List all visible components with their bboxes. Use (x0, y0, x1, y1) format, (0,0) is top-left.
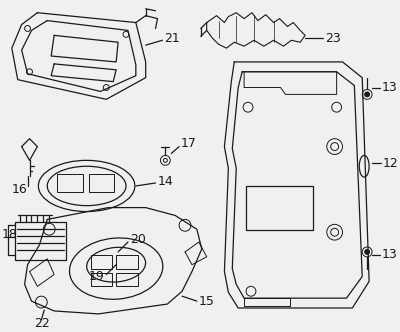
Circle shape (365, 92, 370, 97)
Text: 21: 21 (164, 32, 180, 45)
Bar (116, 273, 138, 286)
Text: 13: 13 (382, 248, 398, 261)
Text: 17: 17 (181, 137, 197, 150)
Text: 15: 15 (199, 294, 215, 308)
Text: 14: 14 (158, 175, 173, 188)
Bar (57, 174, 83, 192)
Text: 19: 19 (88, 270, 104, 283)
Text: 12: 12 (383, 157, 399, 170)
Text: 13: 13 (382, 81, 398, 94)
Bar (90, 273, 112, 286)
Bar (15, 222, 66, 260)
Text: 18: 18 (2, 228, 18, 241)
Bar (246, 186, 313, 230)
Text: 22: 22 (34, 317, 50, 330)
Bar (116, 255, 138, 269)
Text: 16: 16 (12, 183, 28, 197)
Bar (88, 174, 114, 192)
Bar (90, 255, 112, 269)
Text: 23: 23 (325, 32, 340, 45)
Circle shape (365, 249, 370, 254)
Text: 20: 20 (130, 233, 146, 246)
